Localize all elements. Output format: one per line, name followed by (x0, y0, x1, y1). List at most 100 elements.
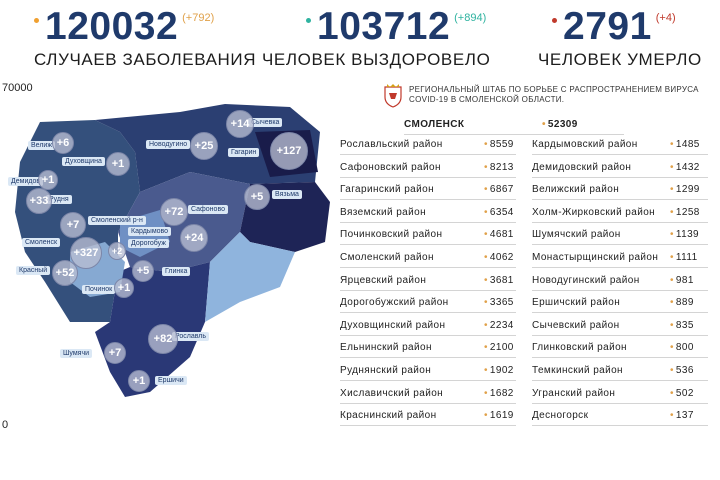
deaths-caption: ЧЕЛОВЕК УМЕРЛО (538, 50, 702, 69)
district-name: Холм-Жирковский район (532, 206, 656, 218)
map-bubble-gagarin: +127 (270, 132, 308, 170)
map-bubble-dorogobuzh: +24 (180, 224, 208, 252)
map-bubble-yershichi: +1 (128, 370, 150, 392)
district-value: 3681 (484, 275, 514, 286)
district-name: Вяземский район (340, 206, 426, 218)
district-value: 4681 (484, 229, 514, 240)
district-value: 1902 (484, 365, 514, 376)
district-value: 889 (670, 297, 694, 308)
map-label-roslavl: Рославль (172, 332, 210, 341)
map-label-yershichi: Ершичи (155, 376, 187, 385)
district-row: Монастырщинский район 1111 (532, 247, 708, 268)
district-name: Рославльский район (340, 139, 443, 150)
district-name: Монастырщинский район (532, 252, 659, 263)
district-value: 8213 (484, 162, 514, 173)
district-row: Сафоновский район 8213 (340, 157, 516, 178)
district-row: Новодугинский район 981 (532, 270, 708, 291)
district-row: Сычевский район 835 (532, 315, 708, 336)
district-value: 1258 (670, 207, 700, 218)
map-label-gagarin: Гагарин (228, 148, 260, 157)
map-bubble-roslavl: +82 (148, 324, 178, 354)
map-label-dukhovshchina: Духовщина (62, 157, 105, 166)
district-value: 2100 (484, 342, 514, 353)
district-row: Угранский район 502 (532, 383, 708, 404)
district-name: Хиславичский район (340, 387, 444, 399)
district-row: Краснинский район 1619 (340, 405, 516, 427)
district-value: 4062 (484, 252, 514, 263)
map-label-pochinok: Починок (82, 285, 116, 294)
scale-min-label: 0 (2, 419, 9, 431)
map-label-demidov: Демидов (8, 177, 44, 186)
recovered-dot (306, 18, 311, 23)
region-map: Велиж Духовщина Демидов Рудня Смоленский… (0, 92, 340, 412)
map-label-smolensky-rn: Смоленский р-н (88, 216, 146, 225)
smolensk-value: 52309 (542, 119, 578, 130)
district-row: Духовщинский район 2234 (340, 315, 516, 336)
district-row: Ельнинский район 2100 (340, 337, 516, 359)
cases-delta: (+792) (182, 12, 215, 24)
district-value: 502 (670, 388, 694, 399)
district-name: Шумячский район (532, 229, 621, 241)
map-bubble-safonovo: +72 (160, 198, 188, 226)
district-value: 6867 (484, 184, 514, 195)
district-name: Темкинский район (532, 365, 623, 376)
district-value: 536 (670, 365, 694, 376)
district-value: 137 (670, 410, 694, 421)
district-row: Хиславичский район 1682 (340, 383, 516, 404)
district-name: Новодугинский район (532, 274, 640, 286)
district-name: Велижский район (532, 184, 620, 196)
district-name: Гагаринский район (340, 184, 434, 196)
district-row: Рославльский район 8559 (340, 134, 516, 155)
district-row: Вяземский район 6354 (340, 202, 516, 223)
deaths-value: 2791 (563, 5, 652, 48)
district-name: Руднянский район (340, 365, 432, 376)
district-value: 8559 (484, 139, 514, 150)
district-name: Глинковский район (532, 342, 627, 354)
district-name: Смоленский район (340, 252, 434, 263)
district-row: Глинковский район 800 (532, 337, 708, 359)
map-label-velizh: Велиж (28, 141, 56, 150)
map-bubble-kardymovo: +2 (108, 242, 126, 260)
district-value: 1432 (670, 162, 700, 173)
district-row: Ершичский район 889 (532, 292, 708, 314)
map-label-shumyachi: Шумячи (60, 349, 92, 358)
map-label-safonovo: Сафоново (188, 205, 228, 214)
map-label-kardymovo: Кардымово (128, 227, 172, 236)
district-value: 1139 (670, 229, 699, 240)
map-label-novodugino: Новодугино (146, 140, 191, 149)
district-value: 1299 (670, 184, 700, 195)
district-value: 835 (670, 320, 694, 331)
deaths-stat: 2791 (+4) ЧЕЛОВЕК УМЕРЛО (538, 6, 702, 70)
district-row: Гагаринский район 6867 (340, 179, 516, 201)
map-bubble-vyazma: +5 (244, 184, 270, 210)
district-value: 1619 (484, 410, 514, 421)
recovered-caption: ЧЕЛОВЕК ВЫЗДОРОВЕЛО (262, 50, 491, 69)
district-name: Духовщинский район (340, 319, 446, 331)
district-row: Темкинский район 536 (532, 360, 708, 381)
map-bubble-demidov: +1 (38, 170, 58, 190)
district-row: Ярцевский район 3681 (340, 270, 516, 291)
recovered-delta: (+894) (454, 12, 487, 24)
district-value: 1682 (484, 388, 514, 399)
smolensk-total-row: СМОЛЕНСК 52309 (404, 114, 624, 135)
map-bubble-velizh: +6 (52, 132, 74, 154)
map-label-sychevka: Сычевка (248, 118, 283, 127)
coat-of-arms-icon (384, 84, 402, 108)
district-value: 981 (670, 275, 694, 286)
scale-max-label: 70000 (2, 82, 33, 94)
map-label-glinka: Глинка (162, 267, 191, 276)
map-label-krasny: Красный (16, 266, 51, 275)
district-row: Шумячский район 1139 (532, 224, 708, 246)
district-name: Краснинский район (340, 410, 437, 422)
district-row: Дорогобужский район 3365 (340, 292, 516, 314)
district-row: Холм-Жирковский район 1258 (532, 202, 708, 223)
map-label-smolensk: Смоленск (22, 238, 61, 247)
district-row: Демидовский район 1432 (532, 157, 708, 178)
deaths-delta: (+4) (655, 12, 676, 24)
cases-value: 120032 (45, 5, 179, 48)
district-name: Демидовский район (532, 161, 632, 173)
map-bubble-krasny: +52 (52, 260, 78, 286)
district-name: Угранский район (532, 387, 616, 399)
district-name: Сычевский район (532, 319, 620, 331)
district-value: 1111 (670, 252, 698, 263)
